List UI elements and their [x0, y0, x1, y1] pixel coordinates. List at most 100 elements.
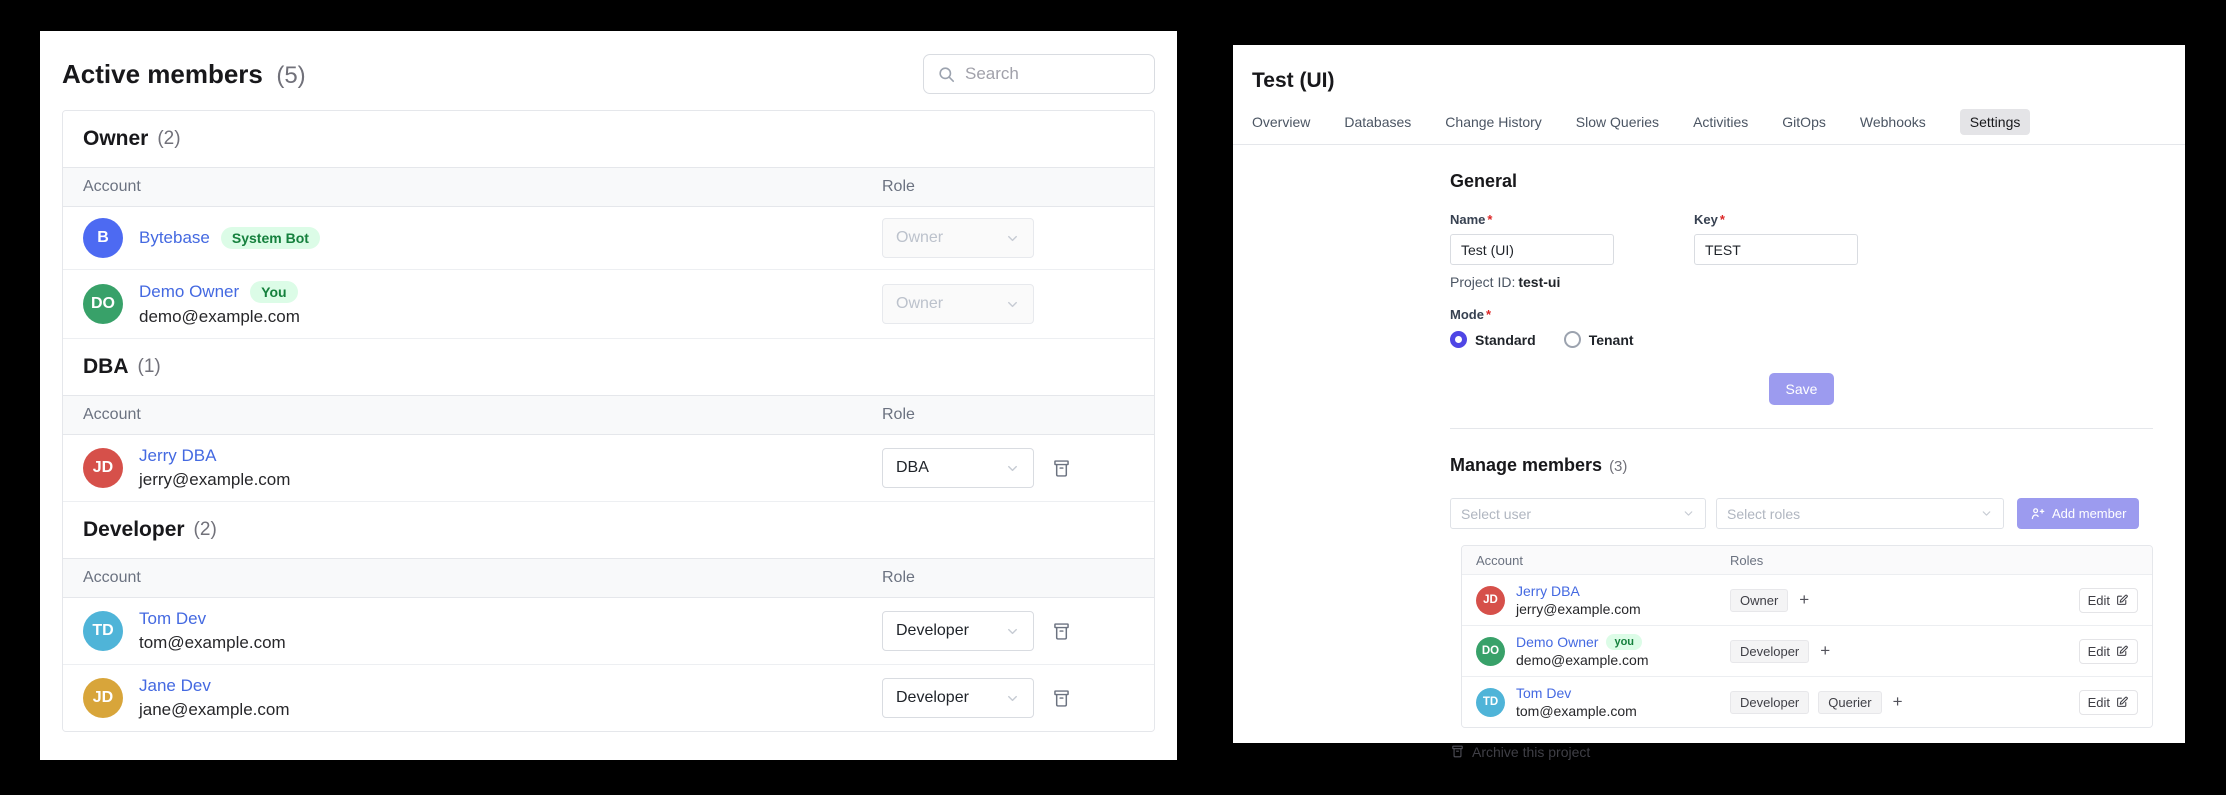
member-name-link[interactable]: Demo Owner [139, 282, 240, 301]
role-select-value: Owner [896, 229, 944, 246]
role-select[interactable]: DBA [882, 448, 1034, 488]
role-select-value: DBA [896, 459, 929, 476]
member-row: TD Tom Dev tom@example.com Developer Querier… [1462, 676, 2152, 727]
save-button[interactable]: Save [1768, 373, 1835, 405]
member-group-dba: DBA (1) Account Role JD Jerry DBA jerry@exampl… [63, 339, 1154, 502]
edit-roles-button[interactable]: Edit [2078, 638, 2138, 664]
member-badge: you [1606, 634, 1643, 650]
mode-radio-label: Standard [1475, 331, 1536, 348]
member-name-link[interactable]: Demo Owner [1516, 634, 1599, 650]
select-user-placeholder: Select user [1461, 505, 1532, 522]
member-name-link[interactable]: Tom Dev [139, 609, 207, 628]
archive-icon [1452, 745, 1463, 758]
tab-gitops[interactable]: GitOps [1782, 113, 1826, 130]
avatar: TD [1476, 687, 1505, 717]
chevron-down-icon [1008, 695, 1017, 701]
members-count: (5) [276, 61, 306, 89]
mode-radio-group: Standard Tenant [1450, 331, 2153, 348]
save-row: Save [1450, 373, 2153, 405]
table-header: Account Role [63, 168, 1154, 207]
tab-bar: Overview Databases Change History Slow Quer… [1233, 108, 2185, 135]
role-select-value: Developer [896, 622, 969, 639]
tab-activities[interactable]: Activities [1693, 113, 1749, 130]
add-role-button[interactable]: + [1820, 641, 1831, 660]
radio-icon [1450, 331, 1467, 348]
member-name-link[interactable]: Jerry DBA [1516, 583, 1580, 599]
role-select: Owner [882, 218, 1034, 258]
member-row: TD Tom Dev tom@example.com Developer [63, 598, 1154, 665]
member-badge: You [250, 281, 298, 303]
select-roles-placeholder: Select roles [1727, 505, 1801, 522]
section-divider [1450, 428, 2153, 429]
member-row: JD Jerry DBA jerry@example.com DBA [63, 435, 1154, 502]
tab-divider [1233, 144, 2185, 145]
name-label: Name * [1450, 212, 1614, 227]
tab-slow-queries[interactable]: Slow Queries [1575, 113, 1660, 130]
member-email: jerry@example.com [139, 470, 291, 489]
add-member-label: Add member [2052, 506, 2127, 521]
edit-label: Edit [2087, 592, 2110, 608]
role-tag: Owner [1730, 588, 1789, 612]
manage-members-count: (3) [1609, 458, 1628, 475]
add-role-button[interactable]: + [1799, 590, 1810, 609]
member-name-link[interactable]: Jerry DBA [139, 446, 217, 465]
remove-member-button[interactable] [1051, 620, 1072, 643]
name-label-text: Name [1450, 212, 1486, 227]
project-id-label: Project ID: [1450, 274, 1516, 290]
mode-radio-label: Tenant [1588, 331, 1634, 348]
role-select[interactable]: Developer [882, 678, 1034, 718]
tab-overview[interactable]: Overview [1252, 113, 1311, 130]
add-member-form: Select user Select roles Add member [1450, 498, 2153, 529]
select-roles-dropdown[interactable]: Select roles [1716, 498, 2004, 529]
role-select[interactable]: Developer [882, 611, 1034, 651]
select-user-dropdown[interactable]: Select user [1450, 498, 1706, 529]
key-field[interactable] [1694, 234, 1858, 265]
mode-radio-standard[interactable]: Standard [1450, 331, 1536, 348]
tab-settings[interactable]: Settings [1959, 108, 2031, 135]
member-name-link[interactable]: Jane Dev [139, 676, 211, 695]
tab-webhooks[interactable]: Webhooks [1859, 113, 1926, 130]
edit-roles-button[interactable]: Edit [2078, 587, 2138, 613]
trash-icon [1054, 689, 1069, 707]
avatar: B [83, 218, 123, 258]
search-icon [939, 66, 955, 82]
edit-icon [2117, 696, 2128, 707]
add-member-button[interactable]: Add member [2017, 498, 2140, 529]
search-input[interactable]: Search [923, 54, 1155, 94]
member-name-link[interactable]: Bytebase [139, 228, 210, 247]
add-role-button[interactable]: + [1892, 692, 1903, 711]
add-member-icon [2031, 508, 2045, 520]
table-header: Account Role [63, 396, 1154, 435]
chevron-down-icon [1008, 628, 1017, 634]
member-email: jane@example.com [139, 700, 290, 719]
account-column-header: Account [1476, 552, 1523, 568]
manage-members-heading: Manage members (3) [1450, 455, 2153, 476]
general-heading: General [1450, 171, 1518, 191]
search-placeholder: Search [965, 64, 1019, 83]
required-asterisk: * [1719, 212, 1725, 227]
name-field[interactable] [1450, 234, 1614, 265]
role-column-header: Role [882, 406, 915, 423]
role-tag: Developer [1730, 690, 1810, 714]
group-name: Developer [83, 518, 185, 541]
archive-project-button[interactable]: Archive this project [1450, 743, 1590, 760]
key-label: Key * [1694, 212, 1858, 227]
tab-databases[interactable]: Databases [1344, 113, 1412, 130]
remove-member-button[interactable] [1051, 457, 1072, 480]
radio-icon [1563, 331, 1581, 348]
trash-icon [1054, 622, 1069, 640]
member-email: tom@example.com [1516, 703, 1637, 719]
members-table-header: Account Roles [1462, 546, 2152, 574]
member-email: tom@example.com [139, 633, 286, 652]
group-header: DBA (1) [63, 339, 1154, 396]
project-id-value: test-ui [1518, 274, 1561, 290]
member-row: DO Demo Owner You demo@example.com Owner [63, 270, 1154, 339]
tab-change-history[interactable]: Change History [1445, 113, 1542, 130]
trash-icon [1054, 459, 1069, 477]
remove-member-button[interactable] [1051, 687, 1072, 710]
edit-roles-button[interactable]: Edit [2078, 689, 2138, 715]
members-table: Account Roles JD Jerry DBA jerry@example.c… [1461, 545, 2153, 728]
mode-radio-tenant[interactable]: Tenant [1563, 331, 1634, 348]
active-members-panel: Active members (5) Search Owner (2) Accoun… [40, 31, 1177, 760]
member-name-link[interactable]: Tom Dev [1516, 685, 1572, 701]
